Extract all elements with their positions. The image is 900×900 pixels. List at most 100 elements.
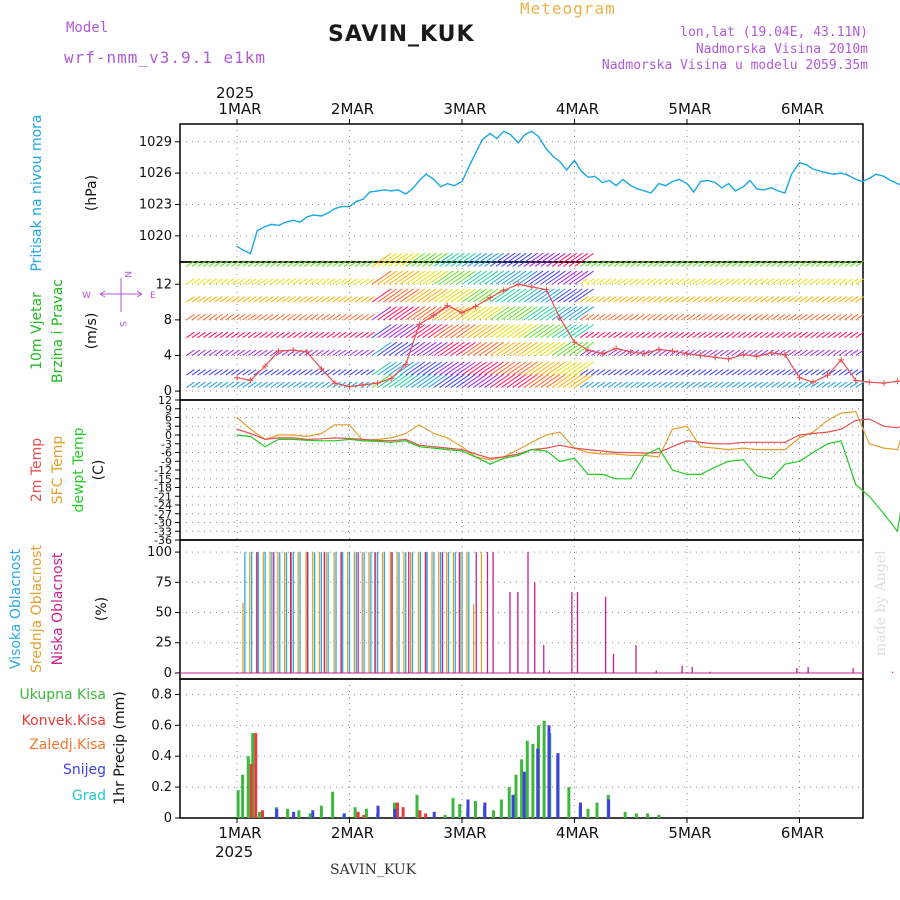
precip-bar-0 bbox=[353, 807, 357, 818]
wind-barb bbox=[821, 349, 831, 356]
wind-barb bbox=[613, 369, 623, 376]
temperature-ytick-label: -33 bbox=[154, 525, 172, 538]
wind-barb bbox=[388, 270, 409, 285]
precip-ytick-label: 0.8 bbox=[151, 687, 172, 702]
wind-barb bbox=[816, 260, 825, 267]
precip-bar-0 bbox=[507, 787, 511, 818]
pressure-series-point bbox=[686, 182, 688, 185]
wind-barb bbox=[624, 296, 634, 303]
wind-barb bbox=[585, 296, 595, 303]
wind-speed-marker bbox=[275, 348, 282, 355]
wind-barb bbox=[697, 260, 707, 267]
wind-barb bbox=[281, 369, 291, 376]
wind-barb bbox=[343, 369, 353, 376]
dewpoint-series-point bbox=[461, 450, 463, 452]
wind-barb bbox=[714, 349, 724, 356]
wind-barb bbox=[264, 331, 274, 339]
temp-2m-series-point bbox=[249, 432, 252, 435]
wind-barb bbox=[759, 381, 769, 388]
wind-barb bbox=[681, 260, 690, 267]
wind-barb bbox=[574, 324, 594, 339]
pressure-series-point bbox=[355, 200, 357, 202]
wind-barb bbox=[652, 349, 662, 356]
pressure-series-point bbox=[777, 190, 779, 192]
wind-barb bbox=[405, 288, 426, 303]
dewpoint-series-point bbox=[306, 439, 308, 441]
wind-barb bbox=[759, 260, 769, 267]
pressure-series-point bbox=[377, 190, 379, 192]
wind-barb bbox=[692, 369, 701, 376]
wind-barb bbox=[472, 252, 493, 267]
wind-barb bbox=[607, 313, 617, 321]
wind-barb bbox=[821, 278, 831, 285]
dewpoint-series-point bbox=[418, 446, 420, 448]
wind-barb bbox=[669, 296, 679, 303]
wind-barb bbox=[630, 313, 640, 321]
dewpoint-series-point bbox=[770, 478, 772, 480]
pressure-series-point bbox=[256, 230, 258, 232]
wind-barb bbox=[647, 296, 656, 303]
wind-barb bbox=[748, 260, 758, 267]
pressure-series-point bbox=[306, 216, 308, 218]
wind-barb bbox=[714, 296, 724, 303]
precip-bar-0 bbox=[531, 743, 535, 818]
sfc-temp-series-point bbox=[433, 432, 435, 435]
sfc-temp-axis-label: SFC Temp bbox=[50, 436, 66, 505]
pressure-series-point bbox=[868, 177, 870, 179]
pressure-axis-label: Pritisak na nivou mora bbox=[29, 114, 45, 271]
wind-barb bbox=[512, 341, 533, 356]
wind-barb bbox=[456, 373, 476, 388]
wind-barb bbox=[596, 331, 606, 339]
wind-barb bbox=[776, 349, 786, 356]
dewpoint-series-point bbox=[446, 448, 448, 451]
precip-bar-1 bbox=[249, 763, 253, 818]
dewpoint-series bbox=[236, 434, 900, 533]
wind-barb bbox=[489, 252, 510, 267]
wind-barb bbox=[726, 296, 735, 303]
wind-barb bbox=[681, 296, 690, 303]
wind-barb bbox=[276, 369, 285, 376]
pressure-series-point bbox=[883, 175, 885, 177]
wind-barb bbox=[309, 296, 319, 303]
wind-barb bbox=[832, 260, 842, 267]
wind-barb bbox=[754, 313, 763, 321]
precip-unit-label: 1hr Precip (mm) bbox=[112, 691, 128, 804]
wind-barb bbox=[827, 260, 836, 267]
precip-bar-0 bbox=[458, 804, 462, 818]
wind-barb bbox=[855, 381, 865, 388]
watermark-text: made by Angel bbox=[873, 550, 889, 656]
wind-barb bbox=[607, 331, 617, 339]
wind-barb bbox=[411, 341, 431, 356]
wind-barb bbox=[658, 296, 668, 303]
wind-barb bbox=[804, 349, 814, 356]
cloud-unit-label: (%) bbox=[94, 597, 110, 621]
wind-barb bbox=[242, 278, 251, 285]
wind-barb bbox=[501, 252, 521, 267]
temperature-ytick-label: -9 bbox=[161, 455, 172, 468]
wind-barb bbox=[444, 306, 465, 321]
pressure-series-point bbox=[433, 178, 435, 181]
wind-barb bbox=[456, 341, 476, 356]
wind-barb bbox=[411, 270, 431, 285]
pressure-series-point bbox=[545, 148, 547, 150]
wind-barb bbox=[433, 288, 454, 303]
wind-barb bbox=[411, 252, 431, 267]
wind-speed-marker bbox=[781, 351, 788, 358]
sfc-temp-series-point bbox=[348, 424, 351, 426]
sfc-temp-series-point bbox=[405, 432, 407, 435]
sfc-temp-series-point bbox=[827, 419, 829, 422]
wind-barb bbox=[776, 369, 786, 376]
wind-barb bbox=[658, 381, 668, 388]
wind-barb bbox=[382, 341, 403, 356]
wind-axis-label: 10m Vjetar bbox=[29, 292, 45, 370]
wind-barb bbox=[276, 260, 285, 267]
wind-barb bbox=[849, 260, 859, 267]
pressure-series-point bbox=[341, 205, 343, 208]
wind-barb bbox=[202, 278, 212, 285]
wind-barb bbox=[810, 313, 820, 321]
wind-barb bbox=[697, 313, 707, 321]
wind-barb bbox=[202, 331, 212, 339]
wind-barb bbox=[433, 373, 454, 388]
wind-barb bbox=[703, 260, 713, 267]
wind-barb bbox=[652, 381, 662, 388]
